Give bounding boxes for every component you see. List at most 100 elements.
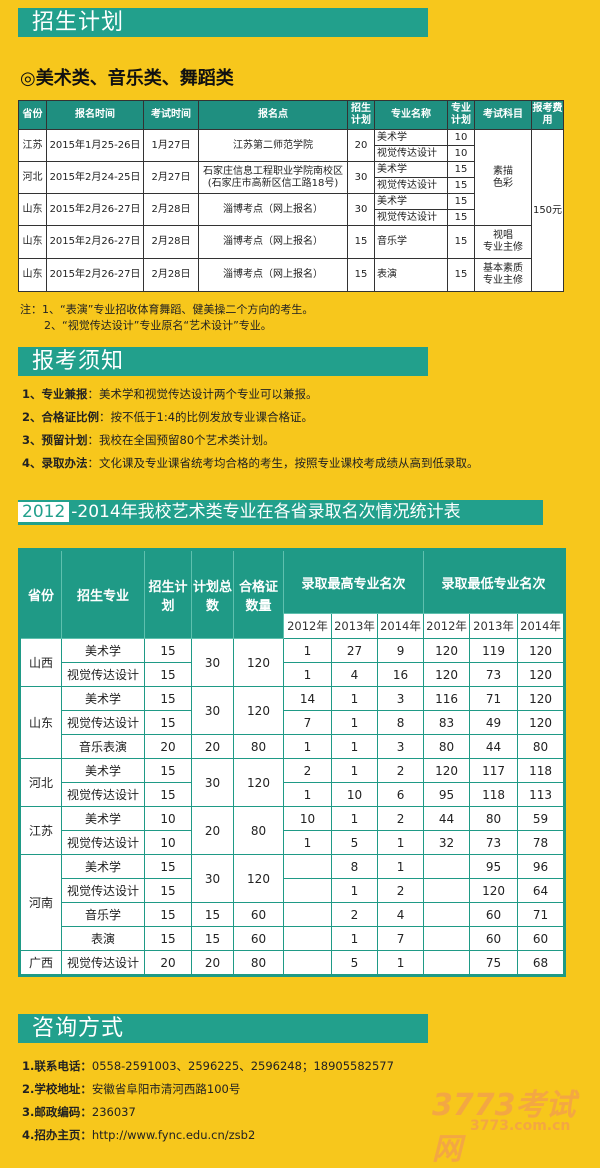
table-row: 河北 美术学 15 30 120 2 1 2 120 117 118: [19, 758, 566, 807]
table-cell: 1: [331, 806, 378, 831]
table-cell: 2015年2月26-27日: [46, 258, 144, 292]
item-label: 合格证比例: [41, 410, 100, 424]
table-cell: 2月27日: [143, 161, 199, 194]
table-cell: 美术学: [374, 193, 448, 210]
table-cell: 河北: [18, 161, 47, 194]
item-text: 0558-2591003、2596225、2596248；18905582577: [91, 1059, 394, 1073]
item-label: 邮政编码：: [34, 1105, 92, 1119]
table-cell: 美术学: [61, 854, 145, 879]
cell-line: 视唱: [493, 230, 513, 241]
title-text: -2014年我校艺术类专业在各省录取名次情况统计表: [71, 502, 461, 522]
table-cell: [423, 878, 471, 903]
table-cell: 视觉传达设计: [61, 710, 145, 735]
table-cell: 2月28日: [143, 193, 199, 226]
table-cell: 49: [469, 710, 519, 735]
table-cell: 美术学: [61, 806, 145, 831]
table-cell: [423, 950, 471, 976]
table-cell: 95: [469, 854, 519, 879]
header-cell: 报名点: [198, 100, 348, 130]
item-number: 4.: [22, 1128, 35, 1142]
table-cell: 4: [376, 902, 425, 927]
table-cell: 68: [517, 950, 566, 976]
table-cell: 80: [469, 806, 519, 831]
table-cell: 80: [517, 734, 566, 759]
table-cell: 淄博考点（网上报名）: [198, 225, 348, 259]
list-item: 1、专业兼报：美术学和视觉传达设计两个专业可以兼报。: [22, 383, 479, 406]
table-cell: 江苏第二师范学院: [198, 129, 348, 162]
item-label: 预留计划: [41, 433, 88, 447]
header-cell: 计划总数: [191, 549, 234, 639]
header-cell: 考试时间: [143, 100, 199, 130]
table-cell: 15: [144, 782, 192, 807]
table-cell: 8: [376, 710, 425, 735]
table-cell: 30: [347, 161, 375, 194]
table-cell: 30: [191, 854, 234, 903]
table-cell: 视觉传达设计: [374, 209, 448, 226]
table-cell: 120: [233, 686, 284, 735]
table-cell: 淄博考点（网上报名）: [198, 258, 348, 292]
table-cell: 15: [144, 758, 192, 783]
table-row: 视觉传达设计 15 1 4 16 120 73 120: [20, 662, 566, 687]
item-text: http://www.fync.edu.cn/zsb2: [91, 1128, 256, 1142]
list-item: 2.学校地址：安徽省阜阳市清河西路100号: [22, 1078, 394, 1101]
table-cell: 120: [517, 638, 566, 663]
table-cell: 2015年2月26-27日: [46, 225, 144, 259]
table-cell: 44: [469, 734, 519, 759]
cell-line: 素描: [493, 165, 513, 177]
cell-line: 专业主修: [483, 242, 523, 253]
table-row: 山东 2015年2月26-27日 2月28日 淄博考点（网上报名） 30 美术学 15: [18, 193, 564, 226]
table-cell: 1: [331, 710, 378, 735]
table-cell: 8: [331, 854, 378, 879]
table-cell: [283, 950, 332, 976]
table-cell: 30: [191, 686, 234, 735]
table-cell: [423, 926, 471, 951]
table-cell: 73: [469, 830, 519, 855]
table-cell: 120: [517, 710, 566, 735]
table-cell: 15: [144, 854, 192, 879]
watermark-brand: 3773考试网: [432, 1088, 576, 1167]
table-cell: 150元: [531, 129, 564, 292]
table-cell: 2月28日: [143, 225, 199, 259]
item-number: 1、: [22, 387, 42, 401]
table-cell: 1月27日: [143, 129, 199, 162]
table-cell: 河北: [19, 758, 62, 807]
table-cell: 美术学: [61, 686, 145, 711]
table-cell: 美术学: [61, 758, 145, 783]
table-cell: 20: [347, 129, 375, 162]
table-cell: 10: [283, 806, 332, 831]
table-row: 河北 2015年2月24-25日 2月27日 石家庄信息工程职业学院南校区 (石家庄市高…: [18, 161, 564, 194]
table-cell: 1: [331, 926, 378, 951]
table-cell: 素描 色彩: [474, 129, 532, 226]
table-cell: 1: [283, 638, 332, 663]
table-cell: 1: [283, 830, 332, 855]
table-row: 音乐学 15 15 60 2 4 60 71: [20, 902, 566, 927]
table-cell: 64: [517, 878, 566, 903]
table-cell: 表演: [61, 926, 145, 951]
table-row: 音乐表演 20 20 80 1 1 3 80 44 80: [20, 734, 566, 759]
table-cell: 27: [331, 638, 378, 663]
table-cell: 120: [423, 758, 471, 783]
table-cell: 视觉传达设计: [374, 177, 448, 194]
table-cell: 4: [331, 662, 378, 687]
cell-line: 淄博考点（网上报名）: [223, 236, 323, 247]
table-cell: 7: [376, 926, 425, 951]
year-cell: 2013年: [331, 613, 378, 639]
table-cell: 120: [517, 662, 566, 687]
table-cell: 15: [191, 926, 234, 951]
table-cell: 10: [447, 129, 475, 146]
table-cell: 1: [331, 734, 378, 759]
list-item: 4.招办主页：http://www.fync.edu.cn/zsb2: [22, 1124, 394, 1147]
item-text: 安徽省阜阳市清河西路100号: [91, 1082, 241, 1096]
table-cell: 2: [331, 902, 378, 927]
table-cell: 80: [423, 734, 471, 759]
table-cell: 116: [423, 686, 471, 711]
item-number: 2、: [22, 410, 42, 424]
table-cell: 2015年2月24-25日: [46, 161, 144, 194]
table-cell: 15: [347, 225, 375, 259]
table-cell: 15: [447, 258, 475, 292]
table-cell: 15: [144, 878, 192, 903]
table-cell: 1: [376, 830, 425, 855]
list-item: 3.邮政编码：236037: [22, 1101, 394, 1124]
table-row: 视觉传达设计 15 1 10 6 95 118 113: [20, 782, 566, 807]
table-cell: 2015年1月25-26日: [46, 129, 144, 162]
